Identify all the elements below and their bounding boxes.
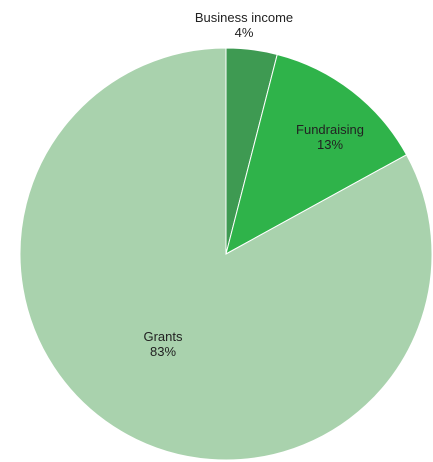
pie-labels: Business income 4% Fundraising 13% Grants 83% (143, 10, 363, 359)
slice-name-grants: Grants (143, 329, 183, 344)
slice-name-business-income: Business income (195, 10, 293, 25)
pie-slice-grants (19, 47, 433, 461)
data-label-business-income: Business income 4% (195, 10, 293, 40)
slice-percent-grants: 83% (150, 344, 176, 359)
slice-name-fundraising: Fundraising (296, 122, 364, 137)
data-label-grants: Grants 83% (143, 329, 183, 359)
pie-slices (19, 47, 433, 461)
data-label-fundraising: Fundraising 13% (296, 122, 364, 152)
slice-percent-fundraising: 13% (317, 137, 343, 152)
slice-percent-business-income: 4% (235, 25, 254, 40)
pie-slice-fundraising (225, 53, 408, 255)
